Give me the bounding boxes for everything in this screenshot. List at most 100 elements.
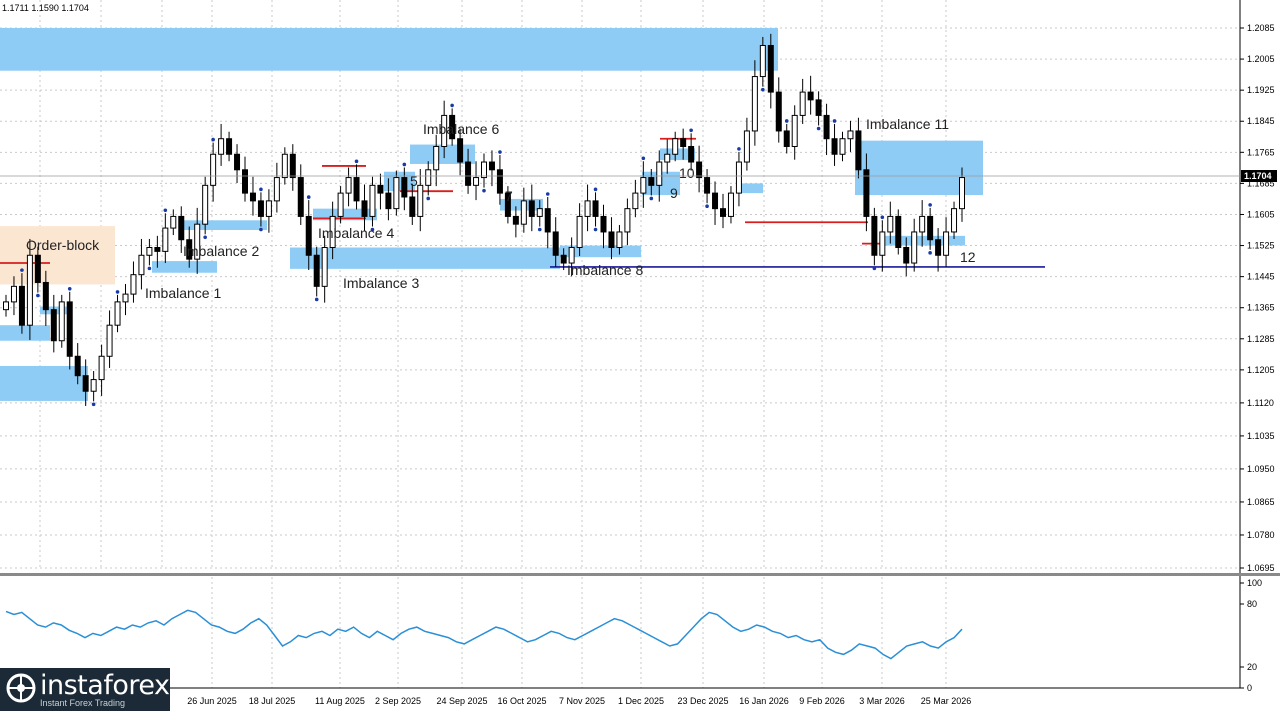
fractal-up-marker: [354, 159, 359, 164]
price-tick-label: 1.1035: [1247, 431, 1275, 441]
candle-body: [281, 153, 288, 179]
fractal-up-marker: [832, 119, 837, 123]
candle-body: [488, 161, 495, 171]
price-tick-label: 1.2085: [1247, 23, 1275, 33]
fractal-up-marker: [115, 290, 120, 294]
candle-body: [871, 215, 878, 256]
pane-separator: [0, 573, 1280, 576]
fractal-up-marker: [67, 286, 72, 291]
date-tick-label: 26 Jun 2025: [187, 696, 237, 706]
candle-body: [847, 130, 854, 140]
candle-body: [552, 231, 559, 256]
fractal-down-marker: [203, 235, 207, 240]
candle-body: [178, 215, 185, 241]
candle-body: [170, 215, 177, 229]
candle-body: [345, 177, 352, 194]
candle-body: [18, 285, 25, 326]
fractal-up-marker: [163, 208, 168, 213]
date-tick-label: 1 Dec 2025: [618, 696, 664, 706]
candle-body: [361, 200, 368, 217]
last-price-tag: [1241, 170, 1277, 183]
candle-body: [202, 184, 209, 225]
zone-label-imbalance-11: Imbalance 11: [866, 116, 949, 132]
candle-body: [377, 184, 384, 194]
zone-label-imbalance-1: Imbalance 1: [145, 285, 221, 301]
candle-body: [409, 196, 416, 217]
candle-body: [162, 227, 169, 252]
price-tick-label: 1.1445: [1247, 272, 1275, 282]
candle-body: [735, 161, 742, 194]
candle-body: [218, 138, 225, 155]
zone-label-imbalance-6: Imbalance 6: [423, 121, 499, 137]
fractal-down-marker: [816, 126, 821, 131]
candle-body: [807, 91, 814, 101]
date-tick-label: 18 Jul 2025: [249, 696, 296, 706]
candle-body: [194, 223, 201, 260]
fractal-up-marker: [641, 156, 646, 161]
candle-body: [496, 169, 503, 194]
candle-body: [433, 145, 440, 171]
price-tick-label: 1.1685: [1247, 178, 1275, 188]
candle-body: [465, 161, 472, 186]
candle-body: [122, 293, 129, 303]
fractal-down-marker: [147, 266, 152, 271]
candle-body: [568, 246, 575, 264]
price-tick-label: 1.1205: [1247, 365, 1275, 375]
zone-imbalance-2: [180, 220, 267, 231]
candle-body: [114, 301, 121, 326]
price-tick-label: 1.1765: [1247, 147, 1275, 157]
candle-body: [3, 301, 9, 311]
candle-body: [759, 44, 766, 78]
candle-body: [457, 138, 464, 163]
candle-body: [688, 145, 695, 163]
fractal-up-marker: [450, 103, 454, 108]
candle-body: [90, 379, 97, 392]
candle-body: [369, 184, 376, 217]
candle-body: [544, 208, 551, 233]
candle-body: [82, 375, 89, 392]
candle-body: [473, 177, 480, 186]
candle-body: [210, 153, 217, 186]
brand-name: instaforex: [40, 670, 170, 701]
candle-body: [441, 114, 448, 147]
zone-order-block: [0, 226, 115, 285]
oscillator-line: [5, 609, 963, 660]
candle-body: [600, 215, 607, 233]
candle-body: [481, 161, 487, 179]
candle-body: [289, 153, 296, 179]
candle-body: [130, 274, 137, 295]
fractal-down-marker: [928, 251, 932, 255]
fractal-down-marker: [649, 196, 654, 201]
candle-body: [504, 192, 511, 217]
date-tick-label: 7 Nov 2025: [559, 696, 605, 706]
candle-body: [353, 177, 360, 202]
candle-body: [321, 246, 328, 287]
price-tick-label: 1.0865: [1247, 497, 1275, 507]
candle-body: [720, 208, 726, 217]
candle-body: [329, 215, 336, 248]
price-tick-label: 1.1365: [1247, 303, 1275, 313]
candle-body: [226, 138, 233, 155]
candle-body: [42, 281, 49, 311]
fractal-up-marker: [306, 195, 311, 199]
candle-body: [528, 200, 535, 217]
candle-body: [727, 192, 734, 217]
candle-body: [791, 114, 798, 147]
zone-imbalance-1: [152, 261, 217, 273]
candle-body: [656, 161, 663, 186]
candle-body: [712, 192, 719, 210]
candle-body: [186, 239, 193, 260]
candle-body: [624, 208, 631, 233]
candle-body: [273, 177, 280, 202]
fractal-down-marker: [872, 266, 877, 271]
candle-body: [943, 231, 950, 256]
candle-body: [664, 153, 671, 163]
candle-body: [743, 130, 750, 163]
instaforex-logo-icon: [6, 673, 36, 703]
candle-body: [138, 254, 145, 276]
candle-body: [50, 309, 57, 342]
candle-body: [106, 324, 113, 357]
candle-body: [584, 200, 591, 217]
date-tick-label: 9 Feb 2026: [799, 696, 845, 706]
